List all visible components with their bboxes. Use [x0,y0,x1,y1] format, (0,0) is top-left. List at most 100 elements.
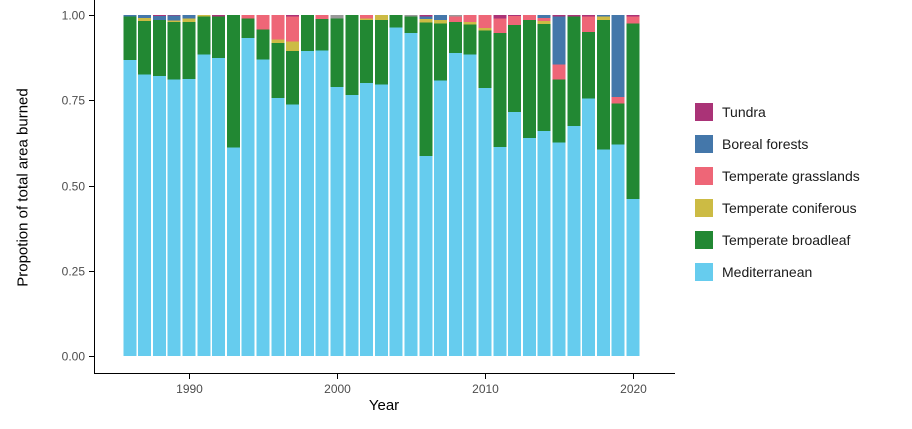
bar-segment-2016-mediterranean [567,125,581,356]
legend-swatch-mediterranean [695,263,713,281]
bar-segment-1992-temperate-broadleaf [212,16,226,58]
bar-segment-2011-temperate-broadleaf [493,33,507,147]
bar-segment-2005-unlabeled-gray-sliver [404,15,418,17]
bar-segment-2015-boreal-forests [552,16,566,65]
bar-segment-2004-temperate-broadleaf [389,15,403,28]
legend: Tundra Boreal forests Temperate grasslan… [695,96,910,288]
bar-segment-2017-mediterranean [582,98,596,357]
legend-label: Temperate coniferous [722,200,857,216]
bar-segment-2014-mediterranean [537,130,551,356]
legend-item-boreal-forests: Boreal forests [695,128,910,160]
legend-label: Temperate grasslands [722,168,860,184]
bar-segment-2015-temperate-broadleaf [552,79,566,143]
bar-segment-2018-mediterranean [596,149,610,356]
bar-segment-2017-temperate-grasslands [582,16,596,33]
bar-segment-1989-mediterranean [167,79,181,356]
bar-segment-2001-temperate-broadleaf [345,15,359,96]
bar-segment-2019-temperate-grasslands [611,96,625,104]
bar-segment-2007-temperate-broadleaf [434,23,448,81]
bar-segment-1989-tundra [167,15,181,16]
bar-segment-2006-temperate-coniferous [419,19,433,23]
bar-segment-2014-boreal-forests [537,15,551,19]
bar-segment-1996-temperate-coniferous [271,39,285,43]
legend-swatch-boreal-forests [695,135,713,153]
bar-segment-1996-temperate-broadleaf [271,42,285,98]
legend-swatch-temperate-grasslands [695,167,713,185]
bar-segment-1987-boreal-forests [138,15,152,19]
bar-segment-2012-mediterranean [508,112,522,356]
bar-segment-2017-tundra [582,15,596,17]
bar-segment-1987-temperate-broadleaf [138,21,152,75]
bar-segment-1995-temperate-broadleaf [256,29,270,60]
bar-segment-2003-temperate-broadleaf [374,20,388,85]
bar-segment-1990-mediterranean [182,78,196,357]
bar-segment-1997-mediterranean [286,104,300,356]
bar-segment-2011-mediterranean [493,146,507,356]
x-tick-label: 2020 [620,382,647,396]
bar-segment-1995-mediterranean [256,59,270,357]
bar-segment-1991-mediterranean [197,54,211,357]
y-tick-label: 1.00 [62,9,86,23]
bar-segment-2011-tundra [493,15,507,19]
bar-segment-1989-temperate-coniferous [167,20,181,22]
bar-segment-2005-mediterranean [404,33,418,356]
bar-segment-1994-mediterranean [241,37,255,356]
bar-segment-1997-temperate-grasslands [286,16,300,42]
bar-segment-2000-temperate-broadleaf [330,18,344,87]
bar-segment-1998-temperate-broadleaf [300,15,314,52]
bar-segment-2009-temperate-grasslands [463,15,477,22]
legend-label: Tundra [722,104,766,120]
legend-item-temperate-coniferous: Temperate coniferous [695,192,910,224]
bar-segment-2001-mediterranean [345,95,359,356]
bar-segment-1991-temperate-coniferous [197,15,211,17]
bar-segment-2006-boreal-forests [419,16,433,20]
bar-segment-2008-unlabeled-gray-sliver [448,15,462,17]
bar-segment-2013-mediterranean [522,137,536,356]
bar-segment-2020-mediterranean [626,199,640,356]
bar-segment-2009-temperate-broadleaf [463,24,477,55]
bar-segment-2006-mediterranean [419,155,433,356]
y-tick-label: 0.00 [62,350,86,364]
bar-segment-2016-tundra [567,15,581,17]
bar-segment-1989-temperate-broadleaf [167,21,181,80]
bar-segment-2018-boreal-forests [596,15,610,17]
bar-segment-2019-boreal-forests [611,15,625,97]
legend-item-temperate-grasslands: Temperate grasslands [695,160,910,192]
bar-segment-1992-tundra [212,15,226,17]
legend-swatch-temperate-coniferous [695,199,713,217]
bar-segment-2020-tundra [626,15,640,17]
bar-segment-2009-mediterranean [463,54,477,357]
bar-segment-2010-temperate-coniferous [478,27,492,31]
bar-segment-1988-tundra [152,15,166,17]
bar-segment-2000-mediterranean [330,86,344,356]
bar-segment-2014-temperate-broadleaf [537,23,551,131]
bar-segment-1999-mediterranean [315,50,329,357]
bar-segment-1986-mediterranean [123,60,137,356]
bar-segment-2003-mediterranean [374,84,388,356]
legend-label: Mediterranean [722,264,813,280]
bar-segment-1988-mediterranean [152,76,166,356]
legend-item-mediterranean: Mediterranean [695,256,910,288]
bar-segment-2014-temperate-coniferous [537,21,551,24]
bar-segment-2009-temperate-coniferous [463,21,477,25]
bar-segment-1997-temperate-broadleaf [286,51,300,105]
bar-segment-1986-boreal-forests [123,15,137,17]
legend-swatch-tundra [695,103,713,121]
bar-segment-1996-mediterranean [271,97,285,357]
bar-segment-2008-temperate-broadleaf [448,21,462,53]
bar-segment-1988-temperate-broadleaf [152,20,166,77]
bar-segment-1997-tundra [286,15,300,17]
bar-segment-1999-temperate-grasslands [315,15,329,20]
bar-segment-1988-boreal-forests [152,16,166,21]
bar-segment-1987-temperate-coniferous [138,18,152,22]
bar-segment-2007-mediterranean [434,80,448,356]
bar-segment-1990-temperate-broadleaf [182,21,196,79]
bar-segment-2012-temperate-grasslands [508,16,522,26]
bar-segment-2000-unlabeled-gray-sliver [330,15,344,19]
x-axis-title: Year [368,397,400,414]
bar-segment-2011-temperate-grasslands [493,18,507,34]
bar-segment-1996-temperate-grasslands [271,15,285,40]
bar-segment-2007-boreal-forests [434,15,448,21]
